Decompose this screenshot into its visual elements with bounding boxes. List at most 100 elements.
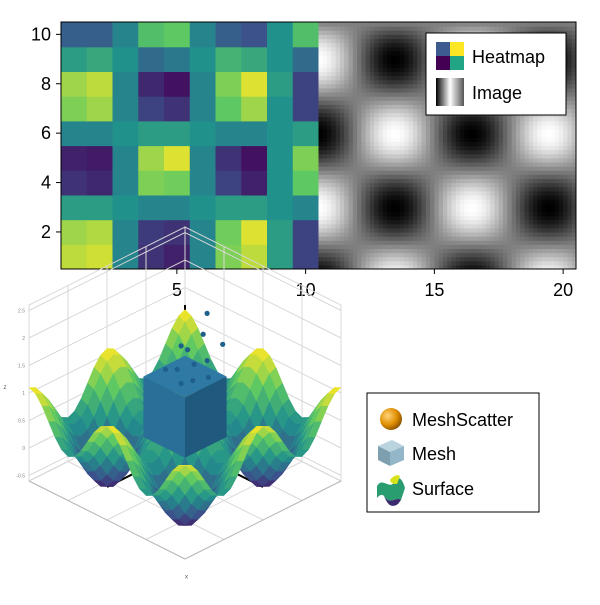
image-pixel [486,232,491,237]
image-pixel [469,236,474,241]
image-pixel [327,174,332,179]
image-pixel [430,178,435,183]
image-pixel [542,162,547,167]
image-pixel [490,191,495,196]
image-pixel [516,261,521,266]
image-pixel [542,187,547,192]
image-pixel [396,84,401,89]
image-pixel [319,228,324,233]
image-pixel [340,146,345,151]
image-pixel [357,117,362,122]
image-pixel [563,146,568,151]
image-pixel [494,137,499,142]
image-pixel [512,129,517,134]
heatmap-cell [190,71,216,96]
image-pixel [550,133,555,138]
image-pixel [486,257,491,262]
image-pixel [430,170,435,175]
image-pixel [370,240,375,245]
image-pixel [327,92,332,97]
image-pixel [447,133,452,138]
image-pixel [464,158,469,163]
image-pixel [353,22,358,27]
heatmap-cell [241,47,267,72]
image-pixel [443,141,448,146]
image-pixel [516,228,521,233]
image-pixel [464,236,469,241]
image-pixel [340,117,345,122]
image-pixel [443,195,448,200]
image-pixel [391,240,396,245]
image-pixel [336,129,341,134]
image-pixel [469,174,474,179]
image-pixel [357,59,362,64]
image-pixel [477,133,482,138]
image-pixel [409,137,414,142]
image-pixel [383,224,388,229]
image-pixel [323,80,328,85]
image-pixel [417,215,422,220]
image-pixel [340,211,345,216]
image-pixel [533,170,538,175]
image-pixel [417,178,422,183]
image-pixel [344,228,349,233]
image-pixel [503,232,508,237]
image-pixel [452,154,457,159]
image-pixel [507,146,512,151]
image-pixel [447,26,452,31]
image-pixel [349,211,354,216]
image-pixel [482,228,487,233]
image-pixel [327,170,332,175]
image-pixel [494,261,499,266]
image-pixel [567,100,572,105]
image-pixel [550,129,555,134]
image-pixel [319,215,324,220]
x-axis-label: x [185,575,188,581]
image-pixel [486,195,491,200]
image-pixel [319,183,324,188]
image-legend-swatch [436,78,464,106]
image-pixel [447,228,452,233]
image-pixel [422,207,427,212]
image-pixel [340,236,345,241]
image-pixel [507,203,512,208]
image-pixel [537,224,542,229]
image-pixel [567,162,572,167]
image-pixel [349,228,354,233]
image-pixel [409,113,414,118]
image-pixel [327,236,332,241]
image-pixel [361,104,366,109]
image-pixel [387,137,392,142]
image-pixel [430,203,435,208]
image-pixel [533,166,538,171]
image-pixel [323,170,328,175]
image-pixel [550,220,555,225]
image-pixel [344,104,349,109]
image-pixel [443,137,448,142]
image-pixel [537,154,542,159]
image-pixel [563,220,568,225]
image-pixel [563,261,568,266]
image-pixel [434,215,439,220]
image-pixel [529,141,534,146]
image-pixel [383,141,388,146]
image-pixel [503,195,508,200]
image-pixel [404,133,409,138]
image-pixel [379,191,384,196]
image-pixel [344,133,349,138]
image-pixel [391,129,396,134]
image-pixel [430,183,435,188]
image-pixel [499,141,504,146]
image-pixel [379,244,384,249]
image-pixel [374,26,379,31]
heatmap-cell [190,47,216,72]
image-pixel [357,121,362,126]
image-pixel [555,220,560,225]
image-pixel [349,207,354,212]
image-pixel [550,199,555,204]
image-pixel [391,195,396,200]
image-pixel [426,26,431,31]
image-pixel [327,104,332,109]
heatmap-cell [190,22,216,47]
image-pixel [409,34,414,39]
